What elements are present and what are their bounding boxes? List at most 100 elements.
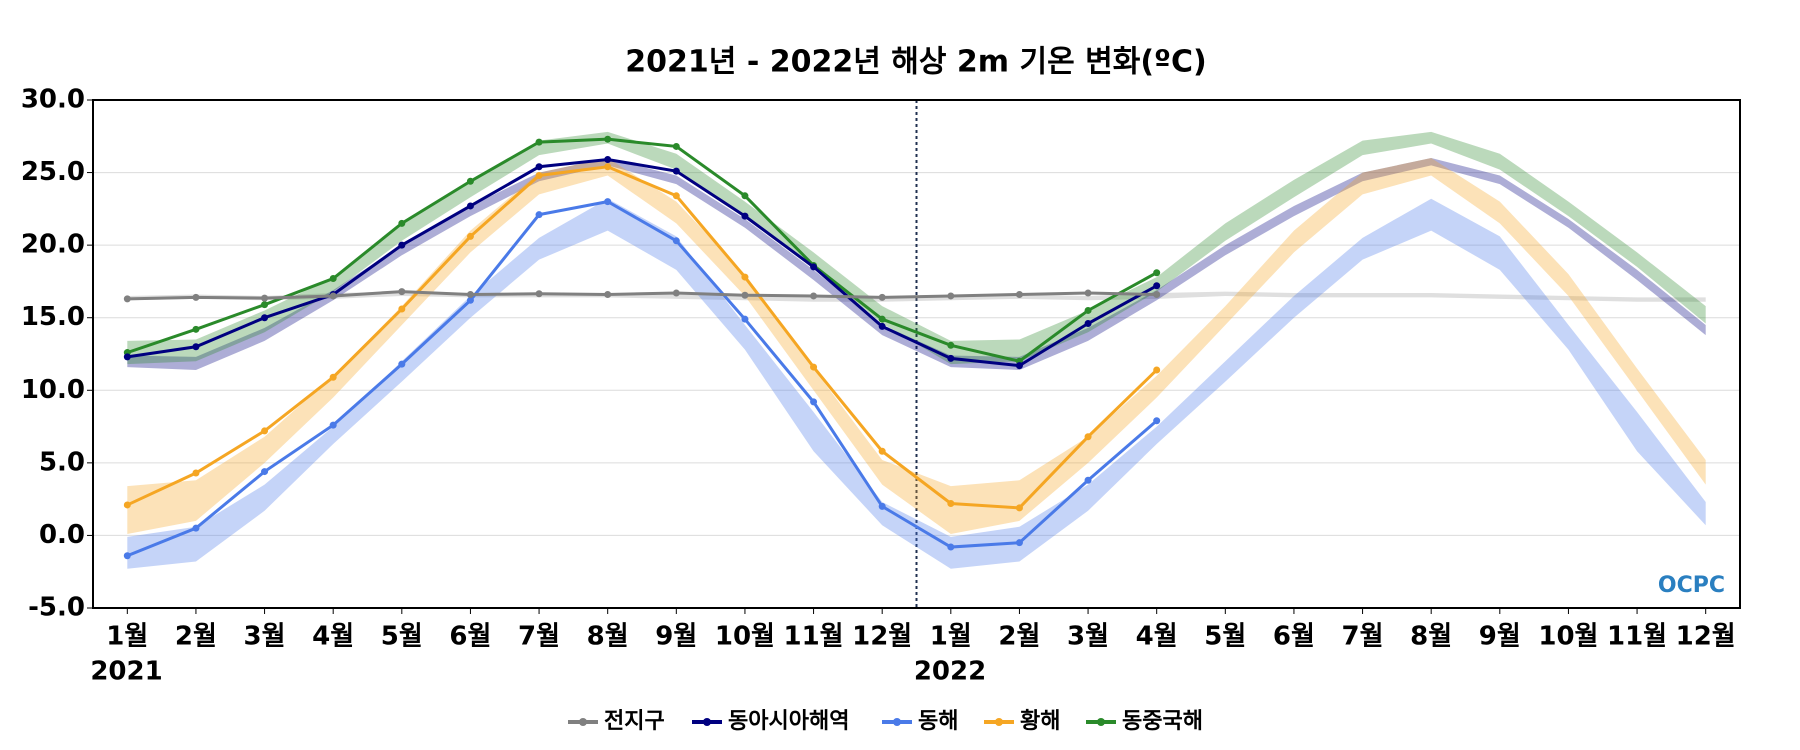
series-point (535, 163, 543, 171)
series-point (1015, 504, 1023, 512)
series-point (535, 138, 543, 146)
series-point (878, 322, 886, 330)
y-tick-label: 30.0 (21, 85, 85, 115)
logo: OCPC (1658, 573, 1725, 598)
x-tick-label: 9월 (655, 622, 697, 652)
series-point (192, 325, 200, 333)
y-tick-label: 5.0 (39, 447, 85, 477)
series-point (741, 273, 749, 281)
year-label: 2021 (90, 657, 162, 687)
x-tick-label: 6월 (449, 622, 491, 652)
series-point (329, 292, 337, 300)
series-point (810, 263, 818, 271)
y-tick-label: 15.0 (21, 302, 85, 332)
series-point (1015, 362, 1023, 370)
series-point (604, 198, 612, 206)
series-point (878, 447, 886, 455)
series-point (535, 171, 543, 179)
series-point (466, 232, 474, 240)
series-point (741, 212, 749, 220)
legend-dot (995, 718, 1003, 726)
series-point (535, 290, 543, 298)
x-tick-label: 2월 (998, 622, 1040, 652)
x-tick-label: 3월 (1067, 622, 1109, 652)
series-point (261, 427, 269, 435)
series-line (126, 137, 1158, 363)
x-tick-label: 7월 (518, 622, 560, 652)
series-point (261, 294, 269, 302)
legend-label: 동중국해 (1122, 709, 1203, 734)
series-point (672, 237, 680, 245)
legend-dot (579, 718, 587, 726)
series-line (127, 157, 1158, 368)
series-point (535, 211, 543, 219)
series-point (466, 296, 474, 304)
series-point (398, 219, 406, 227)
series-point (1084, 320, 1092, 328)
series-line (126, 165, 1158, 510)
x-tick-label: 4월 (312, 622, 354, 652)
legend-dot (1097, 718, 1105, 726)
series-point (1084, 306, 1092, 314)
series-point (1153, 290, 1161, 298)
y-tick-label: -5.0 (28, 593, 85, 623)
series-point (398, 288, 406, 296)
x-tick-label: 11월 (784, 622, 844, 652)
x-tick-label: 10월 (1538, 622, 1598, 652)
series-point (672, 289, 680, 297)
y-tick-label: 20.0 (21, 230, 85, 260)
x-tick-label: 4월 (1136, 622, 1178, 652)
series-point (810, 363, 818, 371)
legend-label: 황해 (1020, 709, 1060, 734)
series-point (1153, 366, 1161, 374)
series-point (123, 353, 131, 361)
series-point (123, 552, 131, 560)
series-point (192, 524, 200, 532)
series-point (604, 156, 612, 164)
series-point (398, 305, 406, 313)
range-band (127, 198, 1706, 569)
x-tick-label: 5월 (381, 622, 423, 652)
series-point (261, 314, 269, 322)
chart-title: 2021년 - 2022년 해상 2m 기온 변화(ºC) (625, 45, 1206, 80)
series-point (123, 501, 131, 509)
series-point (1084, 476, 1092, 484)
series-point (261, 468, 269, 476)
series-point (947, 354, 955, 362)
series-point (947, 341, 955, 349)
x-tick-label: 8월 (587, 622, 629, 652)
series-point (1015, 290, 1023, 298)
series-point (878, 293, 886, 301)
series-point (123, 295, 131, 303)
series-point (741, 291, 749, 299)
series-point (466, 177, 474, 185)
series-point (604, 163, 612, 171)
series-point (741, 192, 749, 200)
series-point (947, 499, 955, 507)
x-tick-label: 6월 (1273, 622, 1315, 652)
series-point (329, 275, 337, 283)
series-point (1153, 269, 1161, 277)
y-tick-label: 25.0 (21, 157, 85, 187)
series-point (466, 202, 474, 210)
series-point (192, 469, 200, 477)
year-label: 2022 (914, 657, 986, 687)
series-point (261, 301, 269, 309)
series-point (329, 373, 337, 381)
x-tick-label: 5월 (1204, 622, 1246, 652)
x-tick-label: 12월 (852, 622, 912, 652)
series-point (810, 398, 818, 406)
series-point (604, 290, 612, 298)
x-tick-label: 3월 (244, 622, 286, 652)
series-point (878, 502, 886, 510)
x-tick-label: 7월 (1342, 622, 1384, 652)
series-point (1153, 282, 1161, 290)
series-line (126, 200, 1158, 558)
legend-dot (703, 718, 711, 726)
series-point (947, 543, 955, 551)
series-point (466, 290, 474, 298)
series-point (1084, 433, 1092, 441)
x-tick-label: 10월 (715, 622, 775, 652)
legend-label: 전지구 (604, 709, 665, 734)
